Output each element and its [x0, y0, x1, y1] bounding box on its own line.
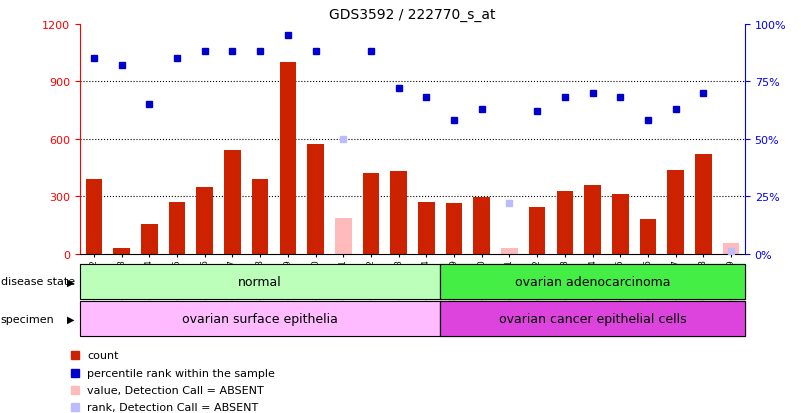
Bar	[114, 248, 130, 254]
Bar	[557, 192, 574, 254]
Text: specimen: specimen	[1, 314, 54, 324]
Bar	[169, 202, 185, 254]
Text: count: count	[87, 351, 119, 361]
Text: percentile rank within the sample: percentile rank within the sample	[87, 368, 276, 378]
Bar	[86, 180, 103, 254]
Bar	[390, 172, 407, 254]
Bar	[363, 174, 380, 254]
Bar	[441, 301, 745, 337]
Text: ovarian adenocarcinoma: ovarian adenocarcinoma	[515, 275, 670, 288]
Text: ▶: ▶	[67, 277, 74, 287]
Bar	[224, 151, 241, 254]
Bar	[501, 248, 517, 254]
Bar	[80, 264, 441, 299]
Bar	[80, 301, 441, 337]
Text: disease state: disease state	[1, 277, 75, 287]
Bar	[723, 244, 739, 254]
Bar	[612, 195, 629, 254]
Bar	[196, 187, 213, 254]
Bar	[418, 202, 435, 254]
Bar	[335, 218, 352, 254]
Bar	[441, 301, 745, 337]
Bar	[141, 224, 158, 254]
Bar	[80, 264, 441, 299]
Title: GDS3592 / 222770_s_at: GDS3592 / 222770_s_at	[329, 8, 496, 22]
Bar	[529, 207, 545, 254]
Text: ovarian cancer epithelial cells: ovarian cancer epithelial cells	[499, 313, 686, 325]
Bar	[252, 180, 268, 254]
Bar	[640, 220, 656, 254]
Bar	[695, 154, 711, 254]
Bar	[667, 171, 684, 254]
Bar	[445, 203, 462, 254]
Bar	[584, 185, 601, 254]
Bar	[280, 63, 296, 254]
Bar	[441, 264, 745, 299]
Bar	[441, 264, 745, 299]
Text: normal: normal	[238, 275, 282, 288]
Text: ▶: ▶	[67, 314, 74, 324]
Bar	[80, 301, 441, 337]
Bar	[473, 198, 490, 254]
Text: ovarian surface epithelia: ovarian surface epithelia	[182, 313, 338, 325]
Text: value, Detection Call = ABSENT: value, Detection Call = ABSENT	[87, 385, 264, 395]
Text: rank, Detection Call = ABSENT: rank, Detection Call = ABSENT	[87, 402, 259, 412]
Bar	[308, 144, 324, 254]
